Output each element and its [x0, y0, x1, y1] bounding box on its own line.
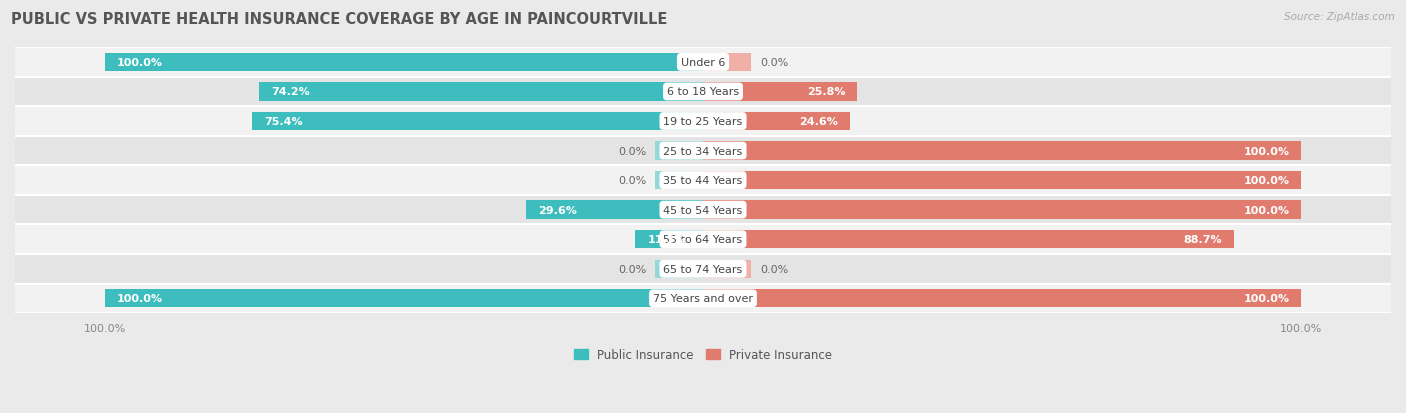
Bar — [703, 113, 851, 131]
Text: 24.6%: 24.6% — [800, 117, 838, 127]
Bar — [655, 171, 703, 190]
Bar — [703, 83, 858, 101]
Bar — [703, 142, 1302, 160]
Legend: Public Insurance, Private Insurance: Public Insurance, Private Insurance — [569, 343, 837, 366]
Bar — [703, 201, 1302, 219]
Text: 100.0%: 100.0% — [1243, 176, 1289, 186]
Text: 55 to 64 Years: 55 to 64 Years — [664, 235, 742, 244]
Bar — [703, 230, 1233, 249]
Bar — [15, 48, 1391, 78]
Bar — [259, 83, 703, 101]
Text: 75 Years and over: 75 Years and over — [652, 294, 754, 304]
Bar — [104, 54, 703, 72]
Bar — [15, 136, 1391, 166]
Text: 100.0%: 100.0% — [117, 58, 163, 68]
Bar — [703, 54, 751, 72]
Text: 65 to 74 Years: 65 to 74 Years — [664, 264, 742, 274]
Text: 100.0%: 100.0% — [1243, 146, 1289, 156]
Bar — [252, 113, 703, 131]
Bar — [655, 142, 703, 160]
Text: 25.8%: 25.8% — [807, 87, 845, 97]
Text: Under 6: Under 6 — [681, 58, 725, 68]
Text: 19 to 25 Years: 19 to 25 Years — [664, 117, 742, 127]
Text: Source: ZipAtlas.com: Source: ZipAtlas.com — [1284, 12, 1395, 22]
Text: 0.0%: 0.0% — [759, 58, 789, 68]
Text: 74.2%: 74.2% — [271, 87, 309, 97]
Text: 88.7%: 88.7% — [1182, 235, 1222, 244]
Text: 0.0%: 0.0% — [617, 146, 647, 156]
Bar — [655, 260, 703, 278]
Text: 100.0%: 100.0% — [1243, 294, 1289, 304]
Bar — [636, 230, 703, 249]
Bar — [15, 195, 1391, 225]
Bar — [15, 254, 1391, 284]
Text: PUBLIC VS PRIVATE HEALTH INSURANCE COVERAGE BY AGE IN PAINCOURTVILLE: PUBLIC VS PRIVATE HEALTH INSURANCE COVER… — [11, 12, 668, 27]
Bar — [15, 284, 1391, 313]
Bar — [703, 260, 751, 278]
Bar — [15, 78, 1391, 107]
Text: 75.4%: 75.4% — [264, 117, 302, 127]
Text: 100.0%: 100.0% — [117, 294, 163, 304]
Bar — [703, 171, 1302, 190]
Bar — [15, 225, 1391, 254]
Text: 45 to 54 Years: 45 to 54 Years — [664, 205, 742, 215]
Text: 35 to 44 Years: 35 to 44 Years — [664, 176, 742, 186]
Bar — [526, 201, 703, 219]
Text: 29.6%: 29.6% — [538, 205, 576, 215]
Text: 25 to 34 Years: 25 to 34 Years — [664, 146, 742, 156]
Text: 11.3%: 11.3% — [647, 235, 686, 244]
Text: 0.0%: 0.0% — [759, 264, 789, 274]
Bar — [15, 107, 1391, 136]
Bar — [104, 290, 703, 308]
Text: 6 to 18 Years: 6 to 18 Years — [666, 87, 740, 97]
Bar — [703, 290, 1302, 308]
Bar — [15, 166, 1391, 195]
Text: 100.0%: 100.0% — [1243, 205, 1289, 215]
Text: 0.0%: 0.0% — [617, 264, 647, 274]
Text: 0.0%: 0.0% — [617, 176, 647, 186]
